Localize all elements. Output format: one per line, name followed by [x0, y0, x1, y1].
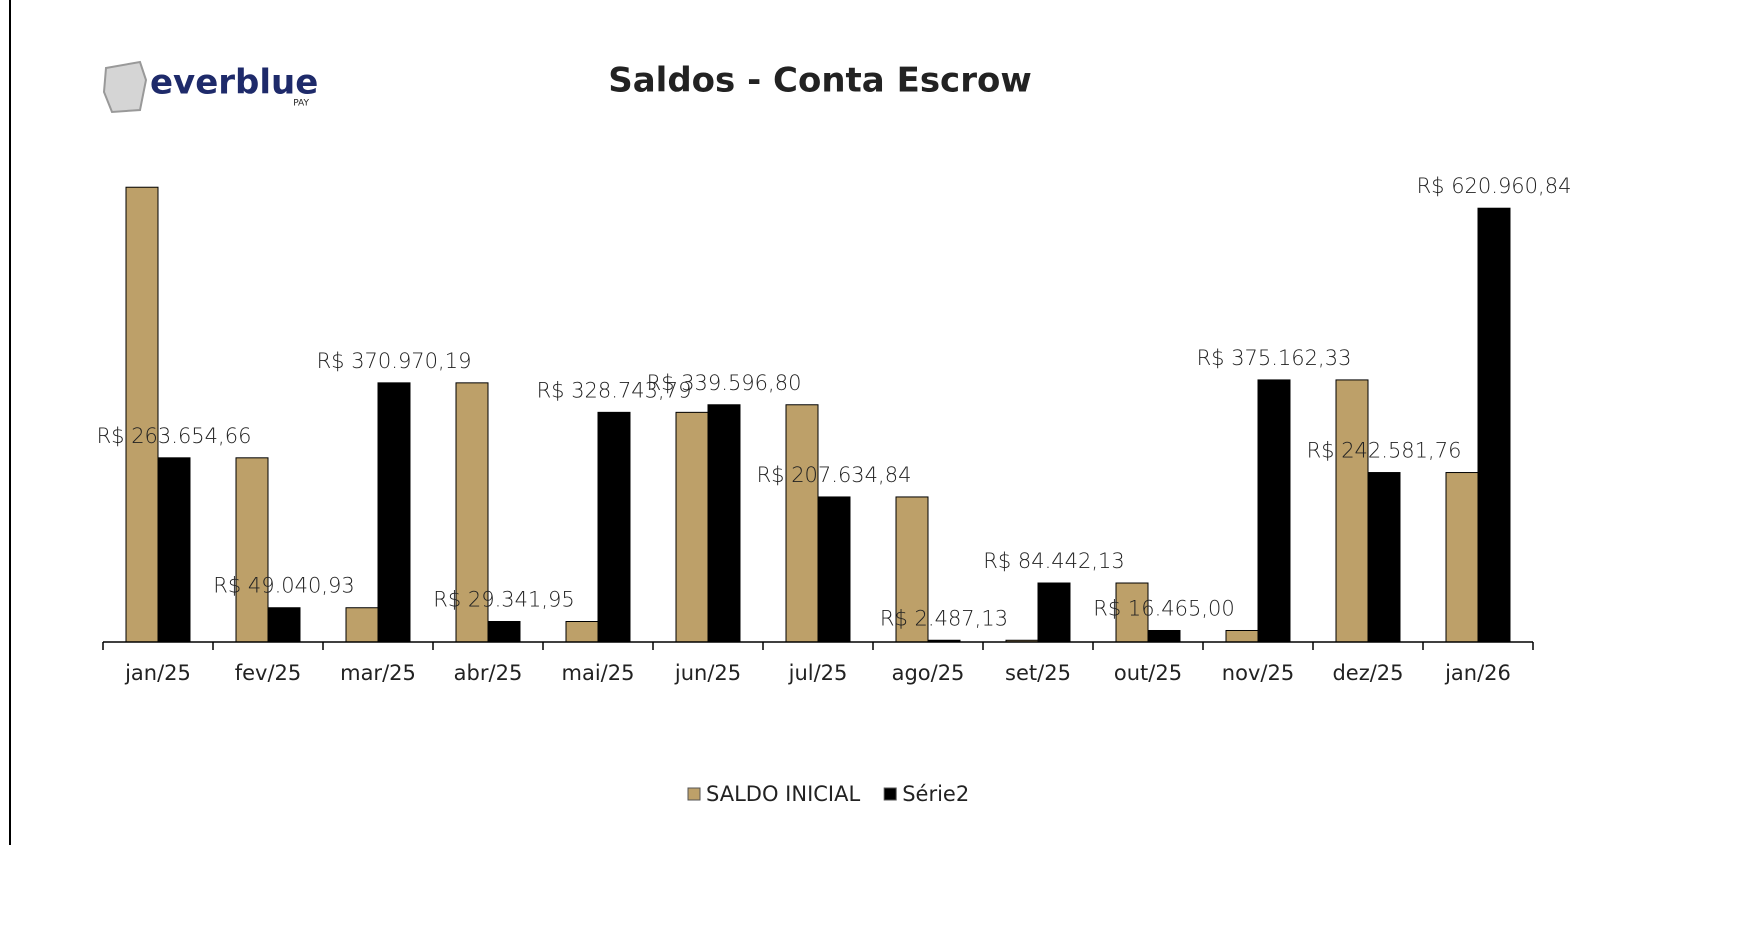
data-label: R$ 328.743,79	[537, 378, 692, 402]
x-tick-label: jun/25	[674, 661, 741, 685]
x-tick-label: ago/25	[892, 661, 965, 685]
data-label: R$ 84.442,13	[983, 549, 1125, 573]
bar	[157, 457, 191, 643]
bar	[125, 186, 159, 643]
bar	[597, 411, 631, 643]
data-label: R$ 16.465,00	[1093, 596, 1235, 620]
data-label: R$ 263.654,66	[97, 424, 252, 448]
bar	[1225, 629, 1259, 643]
logo-text: everblue	[150, 63, 318, 103]
legend-swatch	[687, 787, 701, 801]
data-label: R$ 375.162,33	[1197, 346, 1352, 370]
data-label: R$ 370.970,19	[317, 349, 472, 373]
bar	[235, 457, 269, 643]
x-tick-label: nov/25	[1222, 661, 1294, 685]
data-label: R$ 207.634,84	[757, 463, 912, 487]
x-tick-label: abr/25	[454, 661, 523, 685]
bar	[817, 496, 851, 643]
logo-shield	[102, 60, 148, 114]
bar	[377, 382, 411, 643]
x-tick-label: mai/25	[562, 661, 635, 685]
data-label: R$ 29.341,95	[433, 588, 575, 612]
bar	[1257, 379, 1291, 643]
x-tick-label: dez/25	[1332, 661, 1403, 685]
data-label: R$ 2.487,13	[880, 606, 1008, 630]
data-label: R$ 242.581,76	[1307, 439, 1462, 463]
bar	[487, 621, 521, 643]
legend-swatch	[883, 787, 897, 801]
logo-sub: PAY	[293, 99, 309, 109]
x-tick-label: mar/25	[340, 661, 416, 685]
x-tick-label: jan/26	[1444, 661, 1511, 685]
data-label: R$ 620.960,84	[1417, 174, 1572, 198]
bar	[785, 404, 819, 643]
x-tick-label: jan/25	[124, 661, 191, 685]
legend-label: Série2	[902, 782, 969, 806]
bar	[1477, 207, 1511, 643]
bar	[1445, 472, 1479, 643]
bar	[1335, 379, 1369, 643]
bar	[1367, 472, 1401, 643]
x-tick-label: out/25	[1114, 661, 1182, 685]
bar	[345, 607, 379, 643]
bar	[1037, 582, 1071, 643]
chart-title: Saldos - Conta Escrow	[608, 61, 1032, 101]
bar	[707, 404, 741, 643]
bar	[565, 621, 599, 643]
data-label: R$ 49.040,93	[213, 574, 355, 598]
logo: everblue PAY	[102, 60, 318, 114]
legend-label: SALDO INICIAL	[706, 782, 860, 806]
bar	[675, 411, 709, 643]
x-tick-label: jul/25	[788, 661, 848, 685]
x-tick-label: set/25	[1005, 661, 1071, 685]
bar	[1147, 629, 1181, 643]
x-tick-label: fev/25	[235, 661, 302, 685]
bar	[267, 607, 301, 643]
data-label: R$ 339.596,80	[647, 371, 802, 395]
